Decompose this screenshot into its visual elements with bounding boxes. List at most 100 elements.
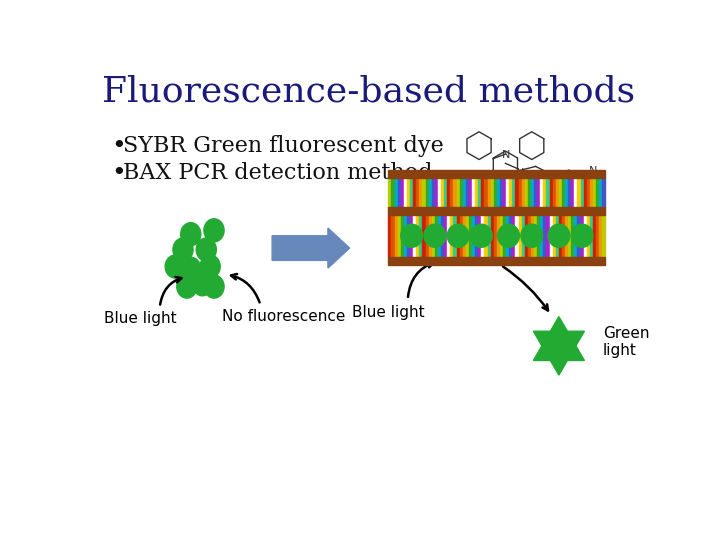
Bar — [580, 178, 584, 207]
Bar — [525, 178, 528, 207]
Ellipse shape — [521, 224, 543, 247]
Bar — [506, 215, 509, 257]
Bar — [432, 178, 435, 207]
Bar — [426, 215, 428, 257]
Ellipse shape — [424, 224, 446, 247]
Bar — [546, 215, 549, 257]
Bar — [575, 178, 577, 207]
Ellipse shape — [401, 224, 423, 247]
Bar — [463, 178, 466, 207]
Bar — [490, 215, 494, 257]
Bar — [522, 215, 525, 257]
Bar — [503, 178, 506, 207]
Bar — [469, 178, 472, 207]
Bar — [397, 178, 401, 207]
Bar — [556, 215, 559, 257]
Bar — [534, 178, 537, 207]
Bar — [401, 178, 404, 207]
Bar — [447, 215, 451, 257]
Bar — [562, 215, 565, 257]
Bar — [577, 215, 580, 257]
Bar — [416, 178, 419, 207]
Bar — [466, 215, 469, 257]
Text: N: N — [502, 150, 510, 160]
Text: No fluorescence: No fluorescence — [222, 309, 346, 324]
Bar — [419, 178, 423, 207]
Ellipse shape — [165, 255, 185, 278]
Bar — [537, 215, 540, 257]
Bar — [575, 215, 577, 257]
Bar — [568, 178, 571, 207]
Bar — [444, 178, 447, 207]
Bar — [540, 178, 544, 207]
Bar — [525, 215, 528, 257]
Text: Blue light: Blue light — [104, 312, 176, 326]
Bar — [490, 178, 494, 207]
Bar — [475, 215, 478, 257]
FancyArrow shape — [272, 228, 350, 268]
Bar — [559, 178, 562, 207]
Bar — [404, 215, 407, 257]
Bar — [518, 215, 522, 257]
Bar — [513, 178, 516, 207]
Bar — [487, 178, 490, 207]
Bar — [494, 178, 497, 207]
Bar — [565, 215, 568, 257]
Bar — [407, 178, 410, 207]
Ellipse shape — [498, 224, 519, 247]
Bar — [459, 215, 463, 257]
Ellipse shape — [181, 222, 201, 246]
Bar — [404, 178, 407, 207]
Bar — [432, 215, 435, 257]
Bar — [509, 178, 513, 207]
Bar — [568, 215, 571, 257]
Bar — [556, 178, 559, 207]
Bar — [522, 178, 525, 207]
Bar — [485, 215, 487, 257]
Bar — [454, 178, 456, 207]
Bar — [413, 215, 416, 257]
Text: •: • — [112, 134, 127, 158]
Bar — [562, 178, 565, 207]
Bar — [423, 178, 426, 207]
Bar — [584, 178, 587, 207]
Bar — [428, 215, 432, 257]
Bar — [451, 178, 454, 207]
Bar — [475, 178, 478, 207]
Bar — [596, 178, 599, 207]
Bar — [549, 178, 553, 207]
Bar — [528, 215, 531, 257]
Bar — [401, 215, 404, 257]
Bar — [500, 215, 503, 257]
Bar — [599, 215, 602, 257]
Ellipse shape — [571, 224, 593, 247]
Bar — [497, 215, 500, 257]
Bar — [531, 178, 534, 207]
Bar — [392, 178, 395, 207]
Bar — [571, 215, 575, 257]
Ellipse shape — [181, 257, 201, 280]
Bar — [577, 178, 580, 207]
Bar — [580, 215, 584, 257]
Bar — [459, 178, 463, 207]
Bar — [441, 215, 444, 257]
Bar — [546, 178, 549, 207]
Bar — [590, 215, 593, 257]
Bar — [599, 178, 602, 207]
Bar — [444, 215, 447, 257]
Bar — [534, 215, 537, 257]
Bar — [441, 178, 444, 207]
Bar — [388, 257, 606, 265]
Bar — [497, 178, 500, 207]
Polygon shape — [534, 331, 585, 375]
Bar — [500, 178, 503, 207]
Bar — [392, 215, 395, 257]
Bar — [472, 215, 475, 257]
Text: SYBR Green fluorescent dye: SYBR Green fluorescent dye — [122, 134, 444, 157]
Bar — [388, 170, 606, 178]
Bar — [503, 215, 506, 257]
Ellipse shape — [548, 224, 570, 247]
Bar — [549, 215, 553, 257]
Bar — [487, 215, 490, 257]
Bar — [395, 178, 397, 207]
